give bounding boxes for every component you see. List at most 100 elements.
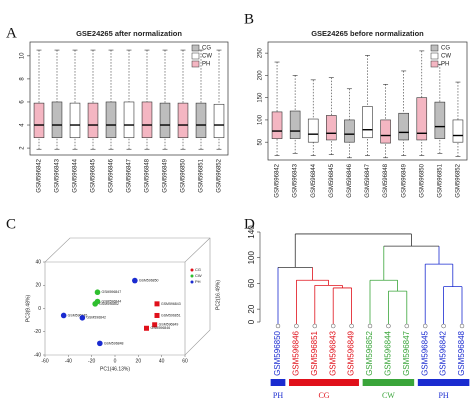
- x-tick-label: 60: [182, 358, 188, 364]
- leaf-label: GSM596850: [273, 330, 282, 375]
- box: [87, 102, 99, 139]
- y-tick-label: 6: [20, 100, 26, 104]
- y-tick-label: 4: [20, 123, 26, 127]
- group-label: PH: [438, 391, 448, 400]
- y-tick-label: 60: [247, 278, 256, 287]
- leaf-label: GSM596849: [347, 330, 356, 375]
- point: [97, 340, 103, 347]
- x-tick-label: -20: [88, 358, 95, 364]
- x-tick-label: GSM596850: [181, 158, 187, 192]
- box: [362, 106, 373, 139]
- point: [79, 315, 86, 321]
- point: [60, 312, 67, 319]
- y-tick-label: 250: [258, 47, 264, 58]
- y-tick-label: 200: [258, 70, 264, 81]
- box: [177, 102, 189, 139]
- legend-label: CG: [202, 46, 211, 52]
- chart-title: GSE24265 before normalization: [311, 29, 424, 38]
- x-tick-label: GSM596848: [145, 158, 151, 192]
- box: [271, 111, 283, 139]
- group-bar: [362, 379, 415, 386]
- x-tick-label: GSM596844: [73, 158, 79, 192]
- group-bar: [270, 379, 286, 386]
- point: [92, 301, 98, 307]
- legend-marker: [190, 268, 194, 272]
- box: [344, 119, 355, 143]
- box: [434, 101, 446, 139]
- plot-frame: [29, 41, 229, 156]
- leaf-node: [294, 323, 299, 329]
- point-label: GSM596850: [139, 279, 159, 283]
- panel-letter: C: [6, 216, 16, 232]
- leaf-node: [459, 323, 465, 329]
- point-label: GSM596842: [86, 316, 106, 320]
- x-tick-label: GSM596848: [383, 163, 389, 197]
- leaf-label: GSM596852: [365, 330, 374, 375]
- point-label: GSM596844: [102, 299, 122, 303]
- legend-label: PH: [202, 62, 210, 68]
- legend-label: PH: [195, 279, 201, 284]
- x-tick-label: GSM596849: [163, 158, 169, 192]
- point: [144, 325, 149, 331]
- legend-swatch: [191, 52, 200, 60]
- x-tick-label: GSM596842: [275, 163, 281, 197]
- z-axis-title: PC2(16.49%): [215, 280, 221, 310]
- point: [132, 277, 138, 284]
- y-tick-label: 150: [258, 92, 264, 103]
- y-tick-label: 0: [247, 319, 256, 324]
- box: [159, 102, 171, 139]
- leaf-label: GSM596842: [439, 330, 448, 375]
- x-tick-label: GSM596846: [347, 163, 353, 197]
- leaf-node: [441, 323, 446, 329]
- leaf-label: GSM596851: [310, 330, 319, 375]
- panel-letter: A: [6, 25, 17, 41]
- x-tick-label: 40: [159, 358, 165, 364]
- group-label: CW: [382, 391, 395, 400]
- x-tick-label: GSM596851: [199, 158, 205, 192]
- x-tick-label: GSM596847: [127, 158, 133, 192]
- y-tick-label: 20: [35, 283, 41, 289]
- point-label: GSM596848: [104, 341, 124, 345]
- leaf-label: GSM596845: [420, 330, 429, 375]
- point-label: GSM596843: [161, 302, 181, 306]
- point: [152, 322, 158, 328]
- legend-swatch: [191, 44, 200, 52]
- leaf-node: [422, 323, 428, 329]
- x-tick-label: GSM596851: [437, 163, 443, 197]
- leaf-node: [386, 323, 391, 329]
- leaf-node: [312, 323, 318, 329]
- y-tick-label: 10: [20, 52, 26, 59]
- point-label: GSM596851: [161, 313, 181, 317]
- legend-label: CW: [195, 273, 202, 278]
- pca-box-frame: [44, 237, 211, 356]
- y-tick-label: 0: [38, 306, 41, 312]
- leaf-node: [404, 323, 410, 329]
- box: [69, 102, 81, 139]
- legend-label: PH: [441, 62, 449, 68]
- y-tick-label: 100: [258, 114, 264, 125]
- box: [141, 101, 153, 139]
- x-tick-label: 20: [136, 358, 142, 364]
- legend-marker: [190, 280, 194, 284]
- leaf-label: GSM596843: [328, 330, 337, 375]
- panel-letter: D: [244, 216, 255, 232]
- y-axis-title: PC3(9.48%): [25, 295, 31, 323]
- x-tick-label: 0: [114, 358, 117, 364]
- y-tick-label: 50: [258, 138, 264, 145]
- group-bar: [289, 379, 359, 386]
- legend-label: CG: [441, 46, 450, 52]
- x-tick-label: GSM596842: [37, 158, 43, 192]
- group-label: CG: [318, 391, 329, 400]
- y-tick-label: 20: [247, 304, 256, 313]
- plot-frame: [267, 41, 468, 161]
- y-tick-label: 40: [35, 259, 41, 265]
- group-label: PH: [273, 391, 283, 400]
- box: [380, 119, 391, 144]
- point-label: GSM596845: [68, 313, 88, 317]
- legend-swatch: [430, 44, 439, 52]
- x-tick-label: -60: [41, 358, 48, 364]
- x-tick-label: GSM596845: [91, 158, 97, 192]
- point-label: GSM596849: [159, 323, 179, 327]
